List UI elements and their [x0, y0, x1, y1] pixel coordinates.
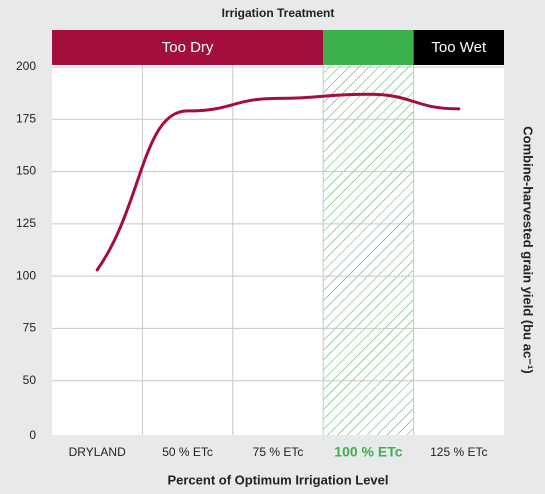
x-tick-label: 125 % ETc — [430, 445, 487, 459]
x-tick-label: DRYLAND — [69, 445, 126, 459]
y-tick-label: 175 — [16, 111, 36, 125]
y-tick-label: 125 — [16, 216, 36, 230]
y-tick-label: 100 — [16, 268, 36, 282]
x-tick-label: 50 % ETc — [162, 445, 213, 459]
y-axis-label: Combine-harvested grain yield (bu ac⁻¹) — [521, 126, 536, 373]
zone-label: Too Wet — [431, 39, 487, 56]
x-tick-label: 75 % ETc — [253, 445, 304, 459]
y-tick-label: 75 — [23, 321, 37, 335]
zone-label: Too Dry — [162, 39, 214, 56]
zone-bar — [52, 30, 324, 65]
plot-area — [52, 65, 504, 435]
y-tick-label: 150 — [16, 164, 36, 178]
zone-bar — [413, 30, 504, 65]
y-tick-label: 50 — [23, 373, 37, 387]
x-tick-label: 100 % ETc — [334, 444, 402, 460]
x-axis-label: Percent of Optimum Irrigation Level — [167, 472, 388, 487]
chart-title: Irrigation Treatment — [222, 6, 335, 20]
highlight-column — [323, 65, 414, 435]
y-origin-label: 0 — [29, 428, 36, 442]
y-tick-label: 200 — [16, 59, 36, 73]
zone-bar — [323, 30, 414, 65]
line — [95, 92, 461, 272]
